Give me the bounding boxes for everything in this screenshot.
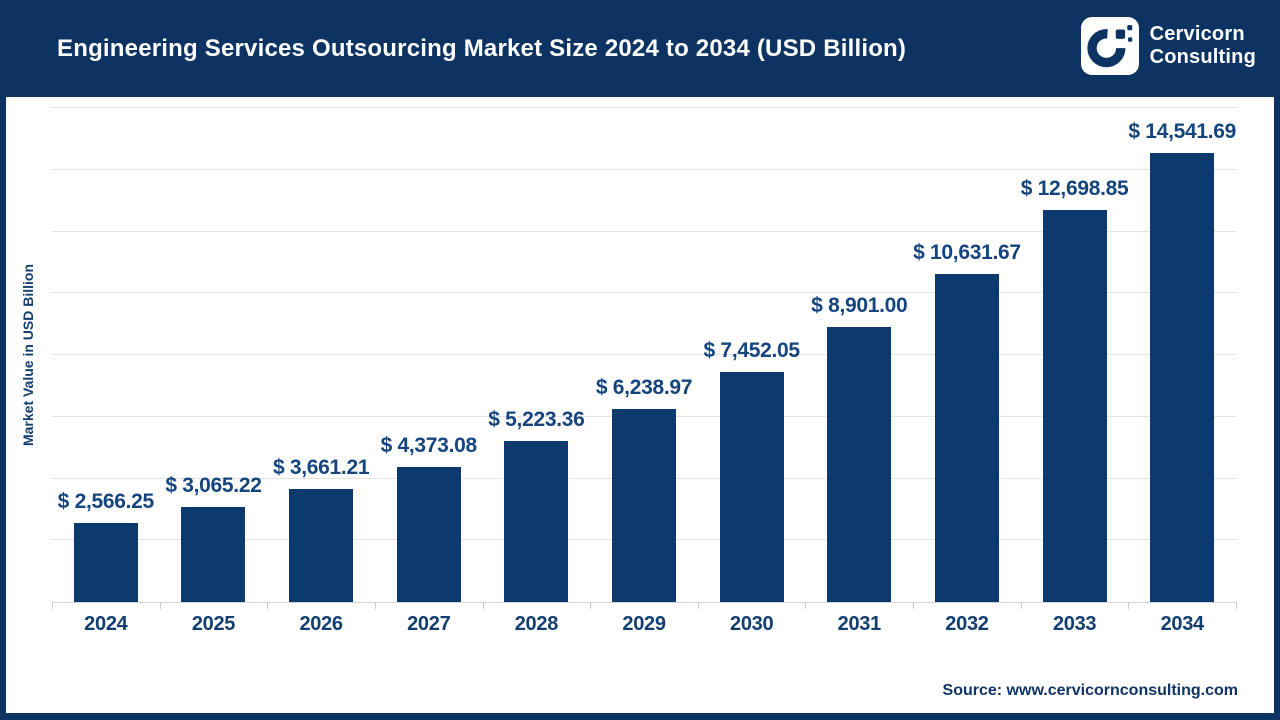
bar-2025 xyxy=(181,507,246,602)
bar-value-label-2027: $ 4,373.08 xyxy=(380,433,478,457)
chart-plot: $ 2,566.25 $ 3,065.22 $ 3,661.21 $ 4,373.08… xyxy=(52,107,1237,635)
bar-2030 xyxy=(719,371,784,602)
bar-value-label-2025: $ 3,065.22 xyxy=(165,474,262,498)
bar-group-2030: $ 7,452.05 xyxy=(698,108,806,602)
cervicorn-logo-icon xyxy=(1080,17,1139,75)
bar-value-label-2032: $ 10,631.67 xyxy=(913,240,1021,264)
brand-name-line1: Cervicorn xyxy=(1149,23,1245,45)
bar-value-label-2034: $ 14,541.69 xyxy=(1128,120,1237,144)
x-axis-label-2031: 2031 xyxy=(837,613,882,635)
chart-area: Market Value in USD Billion $ 2,566.25 $ … xyxy=(6,97,1274,713)
bar-2033 xyxy=(1042,209,1107,602)
x-axis-label-2025: 2025 xyxy=(191,613,236,635)
bar-2027 xyxy=(396,466,461,602)
bar-2034 xyxy=(1150,153,1215,602)
x-axis-label-2032: 2032 xyxy=(945,613,989,635)
bar-group-2029: $ 6,238.97 xyxy=(590,108,698,602)
gridline xyxy=(52,354,1236,355)
x-axis-tick xyxy=(374,602,376,609)
x-axis-tick xyxy=(697,602,699,609)
bar-group-2025: $ 3,065.22 xyxy=(160,108,268,602)
x-axis-labels: 2024 2025 2026 2027 2028 2029 2030 2031 2032 2033… xyxy=(52,613,1236,636)
bar-value-label-2031: $ 8,901.00 xyxy=(811,294,908,318)
bar-value-label-2028: $ 5,223.36 xyxy=(488,407,585,431)
x-axis-label-2027: 2027 xyxy=(407,613,451,635)
bar-value-label-2033: $ 12,698.85 xyxy=(1020,176,1129,200)
bar-value-label-2024: $ 2,566.25 xyxy=(57,489,155,513)
x-axis-label-2029: 2029 xyxy=(622,613,666,635)
x-axis-tick xyxy=(913,602,915,609)
bar-group-2034: $ 14,541.69 xyxy=(1128,108,1236,602)
brand-name: Cervicorn Consulting xyxy=(1150,23,1256,69)
bar-value-label-2030: $ 7,452.05 xyxy=(703,338,801,362)
x-axis-tick xyxy=(52,602,53,609)
bar-group-2027: $ 4,373.08 xyxy=(375,108,483,602)
x-axis-line xyxy=(52,602,1236,603)
brand-logo: Cervicorn Consulting xyxy=(1080,17,1256,75)
bar-group-2028: $ 5,223.36 xyxy=(483,108,591,602)
bar-2032 xyxy=(934,273,999,602)
x-axis-label-2028: 2028 xyxy=(514,613,559,635)
bar-series: $ 2,566.25 $ 3,065.22 $ 3,661.21 $ 4,373.08… xyxy=(52,108,1236,602)
gridline xyxy=(52,230,1236,232)
bar-group-2031: $ 8,901.00 xyxy=(805,108,913,602)
bar-2028 xyxy=(504,440,569,602)
x-axis-label-2034: 2034 xyxy=(1160,613,1205,635)
bar-group-2026: $ 3,661.21 xyxy=(267,108,375,602)
x-axis-label-2030: 2030 xyxy=(730,613,774,635)
x-axis-label-2026: 2026 xyxy=(299,613,343,635)
x-axis-tick xyxy=(1128,602,1130,609)
bar-group-2032: $ 10,631.67 xyxy=(913,108,1021,602)
bar-2024 xyxy=(73,522,138,602)
x-axis-tick xyxy=(482,602,484,609)
x-axis-tick xyxy=(267,602,269,609)
x-axis-tick xyxy=(159,602,161,609)
page-title: Engineering Services Outsourcing Market … xyxy=(57,34,907,62)
x-axis-tick xyxy=(1236,602,1237,609)
bar-2029 xyxy=(612,409,677,602)
x-axis-tick xyxy=(590,602,592,609)
bar-2031 xyxy=(827,327,892,602)
x-axis-tick xyxy=(805,602,807,609)
bar-group-2024: $ 2,566.25 xyxy=(52,108,160,602)
x-axis-label-2024: 2024 xyxy=(84,613,128,635)
source-text: Source: www.cervicornconsulting.com xyxy=(942,682,1238,699)
x-axis-tick xyxy=(1020,602,1022,609)
bar-2026 xyxy=(289,488,354,602)
bar-group-2033: $ 12,698.85 xyxy=(1021,108,1129,602)
bar-value-label-2026: $ 3,661.21 xyxy=(272,455,370,479)
x-axis-label-2033: 2033 xyxy=(1052,613,1097,635)
bar-value-label-2029: $ 6,238.97 xyxy=(595,376,693,400)
gridline xyxy=(52,107,1236,108)
gridline xyxy=(52,292,1236,294)
brand-name-line2: Consulting xyxy=(1149,46,1256,68)
header-band: Engineering Services Outsourcing Market … xyxy=(6,0,1274,97)
gridline xyxy=(52,168,1236,170)
y-axis-title: Market Value in USD Billion xyxy=(20,263,36,447)
